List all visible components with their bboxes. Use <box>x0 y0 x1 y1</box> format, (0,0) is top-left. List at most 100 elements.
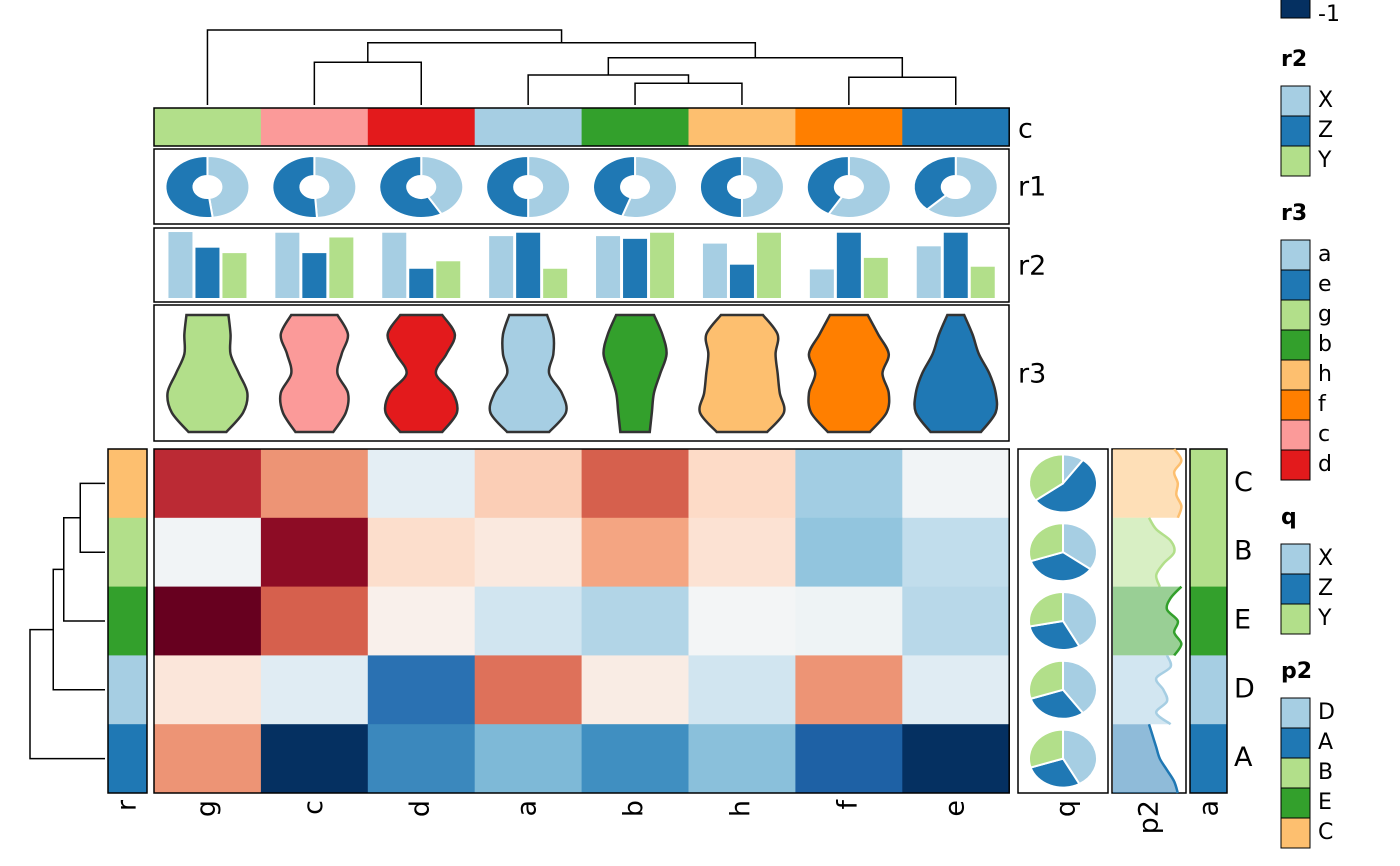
density-area <box>1113 449 1182 518</box>
heatmap-cell <box>581 655 689 725</box>
donut-slice <box>912 154 957 211</box>
bar <box>863 257 888 298</box>
column-label: c <box>298 800 329 815</box>
heatmap-cell <box>688 517 796 588</box>
dendrogram-branch <box>63 517 105 622</box>
bar <box>916 246 941 298</box>
legend-swatch <box>1280 419 1311 451</box>
bar <box>650 232 675 298</box>
donut-slice <box>827 154 892 219</box>
heatmap-cell <box>581 517 689 588</box>
legend-swatch <box>1280 543 1311 575</box>
legend-title: r2 <box>1281 47 1307 72</box>
bar <box>809 269 834 298</box>
donut-slice <box>925 154 999 219</box>
density-line <box>1154 654 1173 726</box>
legend-label: A <box>1318 730 1333 755</box>
legend-swatch <box>1280 115 1311 147</box>
heatmap-cell <box>795 449 903 519</box>
donut-slice <box>592 154 637 218</box>
legend-swatch <box>1280 727 1311 759</box>
pie-slice <box>1062 522 1098 571</box>
violin <box>807 313 891 434</box>
row-label: E <box>1234 605 1251 636</box>
legend-label: a <box>1318 242 1331 267</box>
donut-slice <box>164 154 214 219</box>
column-annotation-cell <box>902 108 1010 146</box>
dendrogram-branch <box>52 568 105 691</box>
r3-frame <box>153 304 1010 442</box>
column-annotation-cell <box>367 108 476 146</box>
row-annotation-cell <box>1190 517 1227 588</box>
bar <box>516 232 541 298</box>
heatmap-cell <box>367 655 476 725</box>
legend-swatch <box>1280 787 1311 819</box>
heatmap-cell <box>474 724 583 794</box>
column-annotation-cell <box>795 108 903 146</box>
column-annotation-cell <box>688 108 796 146</box>
density-area <box>1113 655 1172 725</box>
column-label: d <box>405 800 436 817</box>
heatmap-cell <box>367 724 476 794</box>
heatmap-cell <box>367 517 476 588</box>
colorbar <box>1280 0 1311 19</box>
annotation-label: a <box>1194 800 1225 817</box>
row-annotation-frame <box>107 448 148 794</box>
heatmap-cell <box>902 655 1010 725</box>
heatmap-cell <box>795 724 903 794</box>
heatmap-cell <box>474 449 583 519</box>
violin <box>913 313 999 434</box>
row-label: B <box>1234 536 1253 567</box>
annotation-label: r2 <box>1018 251 1046 282</box>
legend-title: r3 <box>1281 201 1307 226</box>
annotation-label: p2 <box>1134 800 1165 834</box>
legend-swatch <box>1280 697 1311 729</box>
bar <box>596 236 621 298</box>
legend-swatch <box>1280 757 1311 789</box>
annotation-label: r3 <box>1018 359 1046 390</box>
legend-swatch <box>1280 389 1311 421</box>
r2-frame <box>153 227 1010 303</box>
heatmap-cell <box>902 586 1010 656</box>
violin <box>166 313 249 434</box>
pie-slice <box>1029 757 1081 789</box>
heatmap-cell <box>154 655 262 725</box>
heatmap-cell <box>581 586 689 656</box>
column-label: b <box>619 800 650 817</box>
legend-label: e <box>1318 272 1332 297</box>
bar <box>702 243 727 298</box>
violin <box>698 313 786 434</box>
bar <box>623 238 648 298</box>
pie-slice <box>1033 458 1098 514</box>
annotation-label: q <box>1051 800 1082 817</box>
heatmap-cell <box>902 449 1010 519</box>
density-line <box>1147 517 1176 588</box>
heatmap-cell <box>581 724 689 794</box>
heatmap-cell <box>902 517 1010 588</box>
row-annotation-cell <box>108 517 147 588</box>
row-annotation-cell <box>108 586 147 656</box>
heatmap-cell <box>688 655 796 725</box>
legend-swatch <box>1280 85 1311 117</box>
donut-slice <box>313 154 358 219</box>
r1-frame <box>153 148 1010 225</box>
density-area <box>1113 724 1178 793</box>
density-line <box>1147 723 1180 794</box>
pie-slice <box>1029 688 1085 720</box>
heatmap-cell <box>260 586 369 656</box>
legend-label: E <box>1318 790 1332 815</box>
dendrogram-branch <box>848 76 957 105</box>
heatmap-cell <box>154 517 262 588</box>
legend-swatch <box>1280 573 1311 605</box>
density-line <box>1165 585 1183 657</box>
heatmap-cell <box>154 449 262 519</box>
legend-swatch <box>1280 817 1311 849</box>
donut-slice <box>485 154 530 220</box>
legend-title: q <box>1281 505 1297 530</box>
pie-slice <box>1028 728 1064 769</box>
bar <box>729 264 754 298</box>
dendrogram-branch <box>79 482 105 553</box>
heatmap-cell <box>154 724 262 794</box>
pie-slice <box>1062 659 1098 715</box>
bar <box>168 232 193 298</box>
